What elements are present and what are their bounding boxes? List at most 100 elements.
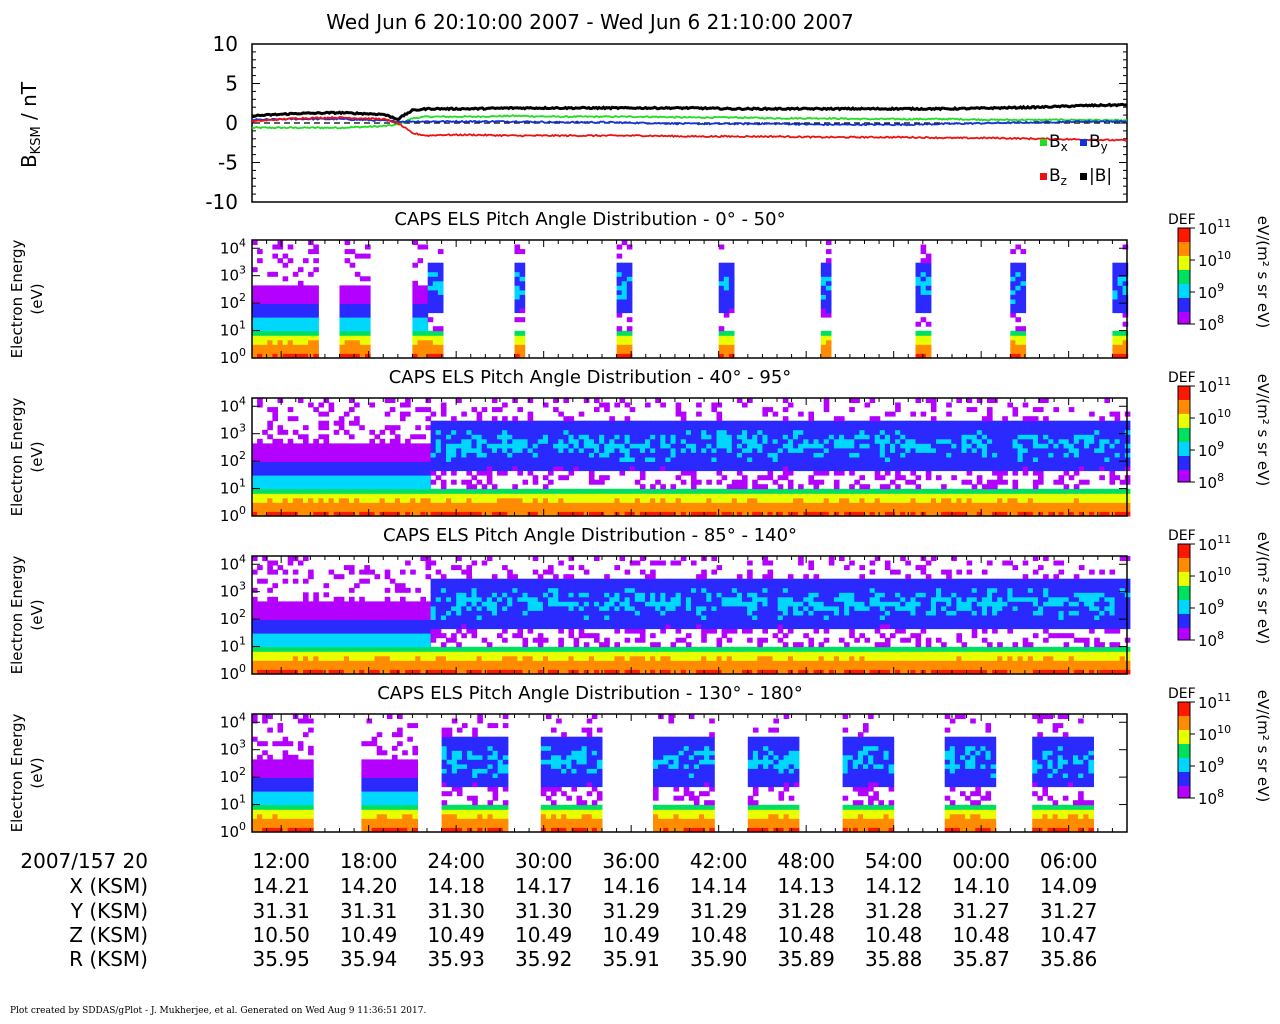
spectrogram-cell [616, 303, 623, 309]
spectrogram-cell [417, 339, 424, 345]
spectrogram-cell [992, 457, 998, 462]
spectrogram-cell [660, 434, 666, 440]
spectrogram-cell [915, 488, 922, 494]
spectrogram-cell [1012, 484, 1019, 490]
mag-ytick-label: 5 [225, 72, 238, 96]
spectrogram-cell [696, 488, 702, 494]
spectrogram-cell [257, 457, 263, 462]
spectrogram-cell [292, 493, 299, 499]
spectrogram-cell [318, 402, 324, 408]
spectrogram-cell [762, 438, 768, 444]
legend-label-bx: Bx [1049, 132, 1068, 154]
spectrogram-cell [344, 249, 351, 255]
spectrogram-cell [752, 493, 758, 499]
spectrogram-cell [267, 484, 273, 490]
spectrogram-cell [282, 475, 289, 481]
spectrogram-cell [736, 461, 743, 467]
spectrogram-cell [277, 321, 284, 327]
spectrogram-cell [292, 447, 299, 453]
spectrogram-cell [782, 398, 789, 403]
spectrogram-cell [987, 461, 993, 467]
spectrogram-cell [461, 488, 467, 494]
spectrogram-cell [1020, 353, 1027, 359]
colorbar-cell [1178, 406, 1190, 409]
spectrogram-cell [323, 669, 330, 675]
spectrogram-cell [1032, 416, 1039, 422]
spectrogram-cell [471, 466, 478, 472]
spectrogram-cell [292, 601, 299, 607]
spectrogram-ylabel-unit: (eV) [28, 283, 46, 314]
spectrogram-cell [936, 420, 942, 426]
spectrogram-cell [731, 429, 738, 435]
spectrogram-cell [349, 299, 356, 304]
spectrogram-cell [619, 447, 626, 453]
spectrogram-cell [542, 466, 549, 472]
spectrogram-ytick-label: 104 [220, 394, 246, 415]
spectrogram-cell [680, 434, 687, 440]
mag-line-bx [251, 114, 1128, 130]
spectrogram-cell [915, 280, 922, 286]
spectrogram-cell [718, 344, 725, 350]
spectrogram-cell [808, 420, 814, 426]
spectrogram-cell [394, 438, 401, 444]
spectrogram-cell [532, 493, 539, 499]
spectrogram-cell [432, 299, 439, 304]
spectrogram-cell [685, 466, 692, 472]
spectrogram-cell [798, 452, 804, 458]
spectrogram-cell [762, 502, 768, 508]
spectrogram-cell [262, 308, 268, 314]
spectrogram-cell [374, 488, 381, 494]
spectrogram-cell [1099, 488, 1105, 494]
spectrogram-cell [359, 646, 365, 652]
spectrogram-cell [992, 497, 998, 503]
spectrogram-cell [437, 299, 444, 304]
spectrogram-cell [287, 615, 294, 620]
spectrogram-cell [1112, 276, 1118, 282]
spectrogram-cell [825, 330, 832, 336]
spectrogram-cell [1112, 262, 1118, 268]
spectrogram-cell [1027, 447, 1034, 453]
spectrogram-cell [374, 461, 381, 467]
spectrogram-cell [1012, 452, 1019, 458]
spectrogram-cell [782, 425, 789, 431]
spectrogram-cell [930, 443, 937, 449]
spectrogram-cell [599, 461, 605, 467]
spectrogram-cell [782, 493, 789, 499]
spectrogram-cell [915, 262, 922, 268]
spectrogram-cell [691, 452, 697, 458]
spectrogram-cell [1043, 488, 1049, 494]
spectrogram-cell [1094, 438, 1100, 444]
spectrogram-cell [435, 466, 442, 472]
spectrogram-cell [599, 466, 605, 472]
spectrogram-cell [369, 452, 375, 458]
spectrogram-cell [435, 434, 442, 440]
spectrogram-cell [410, 497, 416, 503]
spectrogram-cell [486, 475, 493, 481]
spectrogram-cell [522, 425, 529, 431]
spectrogram-cell [262, 646, 268, 652]
spectrogram-cell [874, 443, 881, 449]
spectrogram-cell [680, 457, 687, 462]
spectrogram-cell [272, 321, 278, 327]
spectrogram-cell [966, 425, 973, 431]
spectrogram-cell [532, 461, 539, 467]
spectrogram-cell [339, 299, 346, 304]
spectrogram-cell [318, 457, 324, 462]
spectrogram-cell [900, 420, 906, 426]
spectrogram-cell [956, 497, 962, 503]
spectrogram-cell [1084, 447, 1090, 453]
spectrogram-cell [798, 493, 804, 499]
spectrogram-cell [451, 443, 457, 449]
spectrogram-cell [532, 425, 539, 431]
spectrogram-cell [626, 335, 633, 341]
spectrogram-cell [400, 511, 406, 517]
spectrogram-cell [787, 425, 794, 431]
spectrogram-cell [752, 511, 758, 517]
spectrogram-cell [604, 502, 610, 508]
spectrogram-cell [313, 479, 319, 485]
spectrogram-cell [680, 438, 687, 444]
spectrogram-cell [338, 466, 345, 472]
spectrogram-cell [297, 628, 304, 634]
spectrogram-cell [742, 447, 748, 453]
spectrogram-cell [328, 511, 335, 517]
